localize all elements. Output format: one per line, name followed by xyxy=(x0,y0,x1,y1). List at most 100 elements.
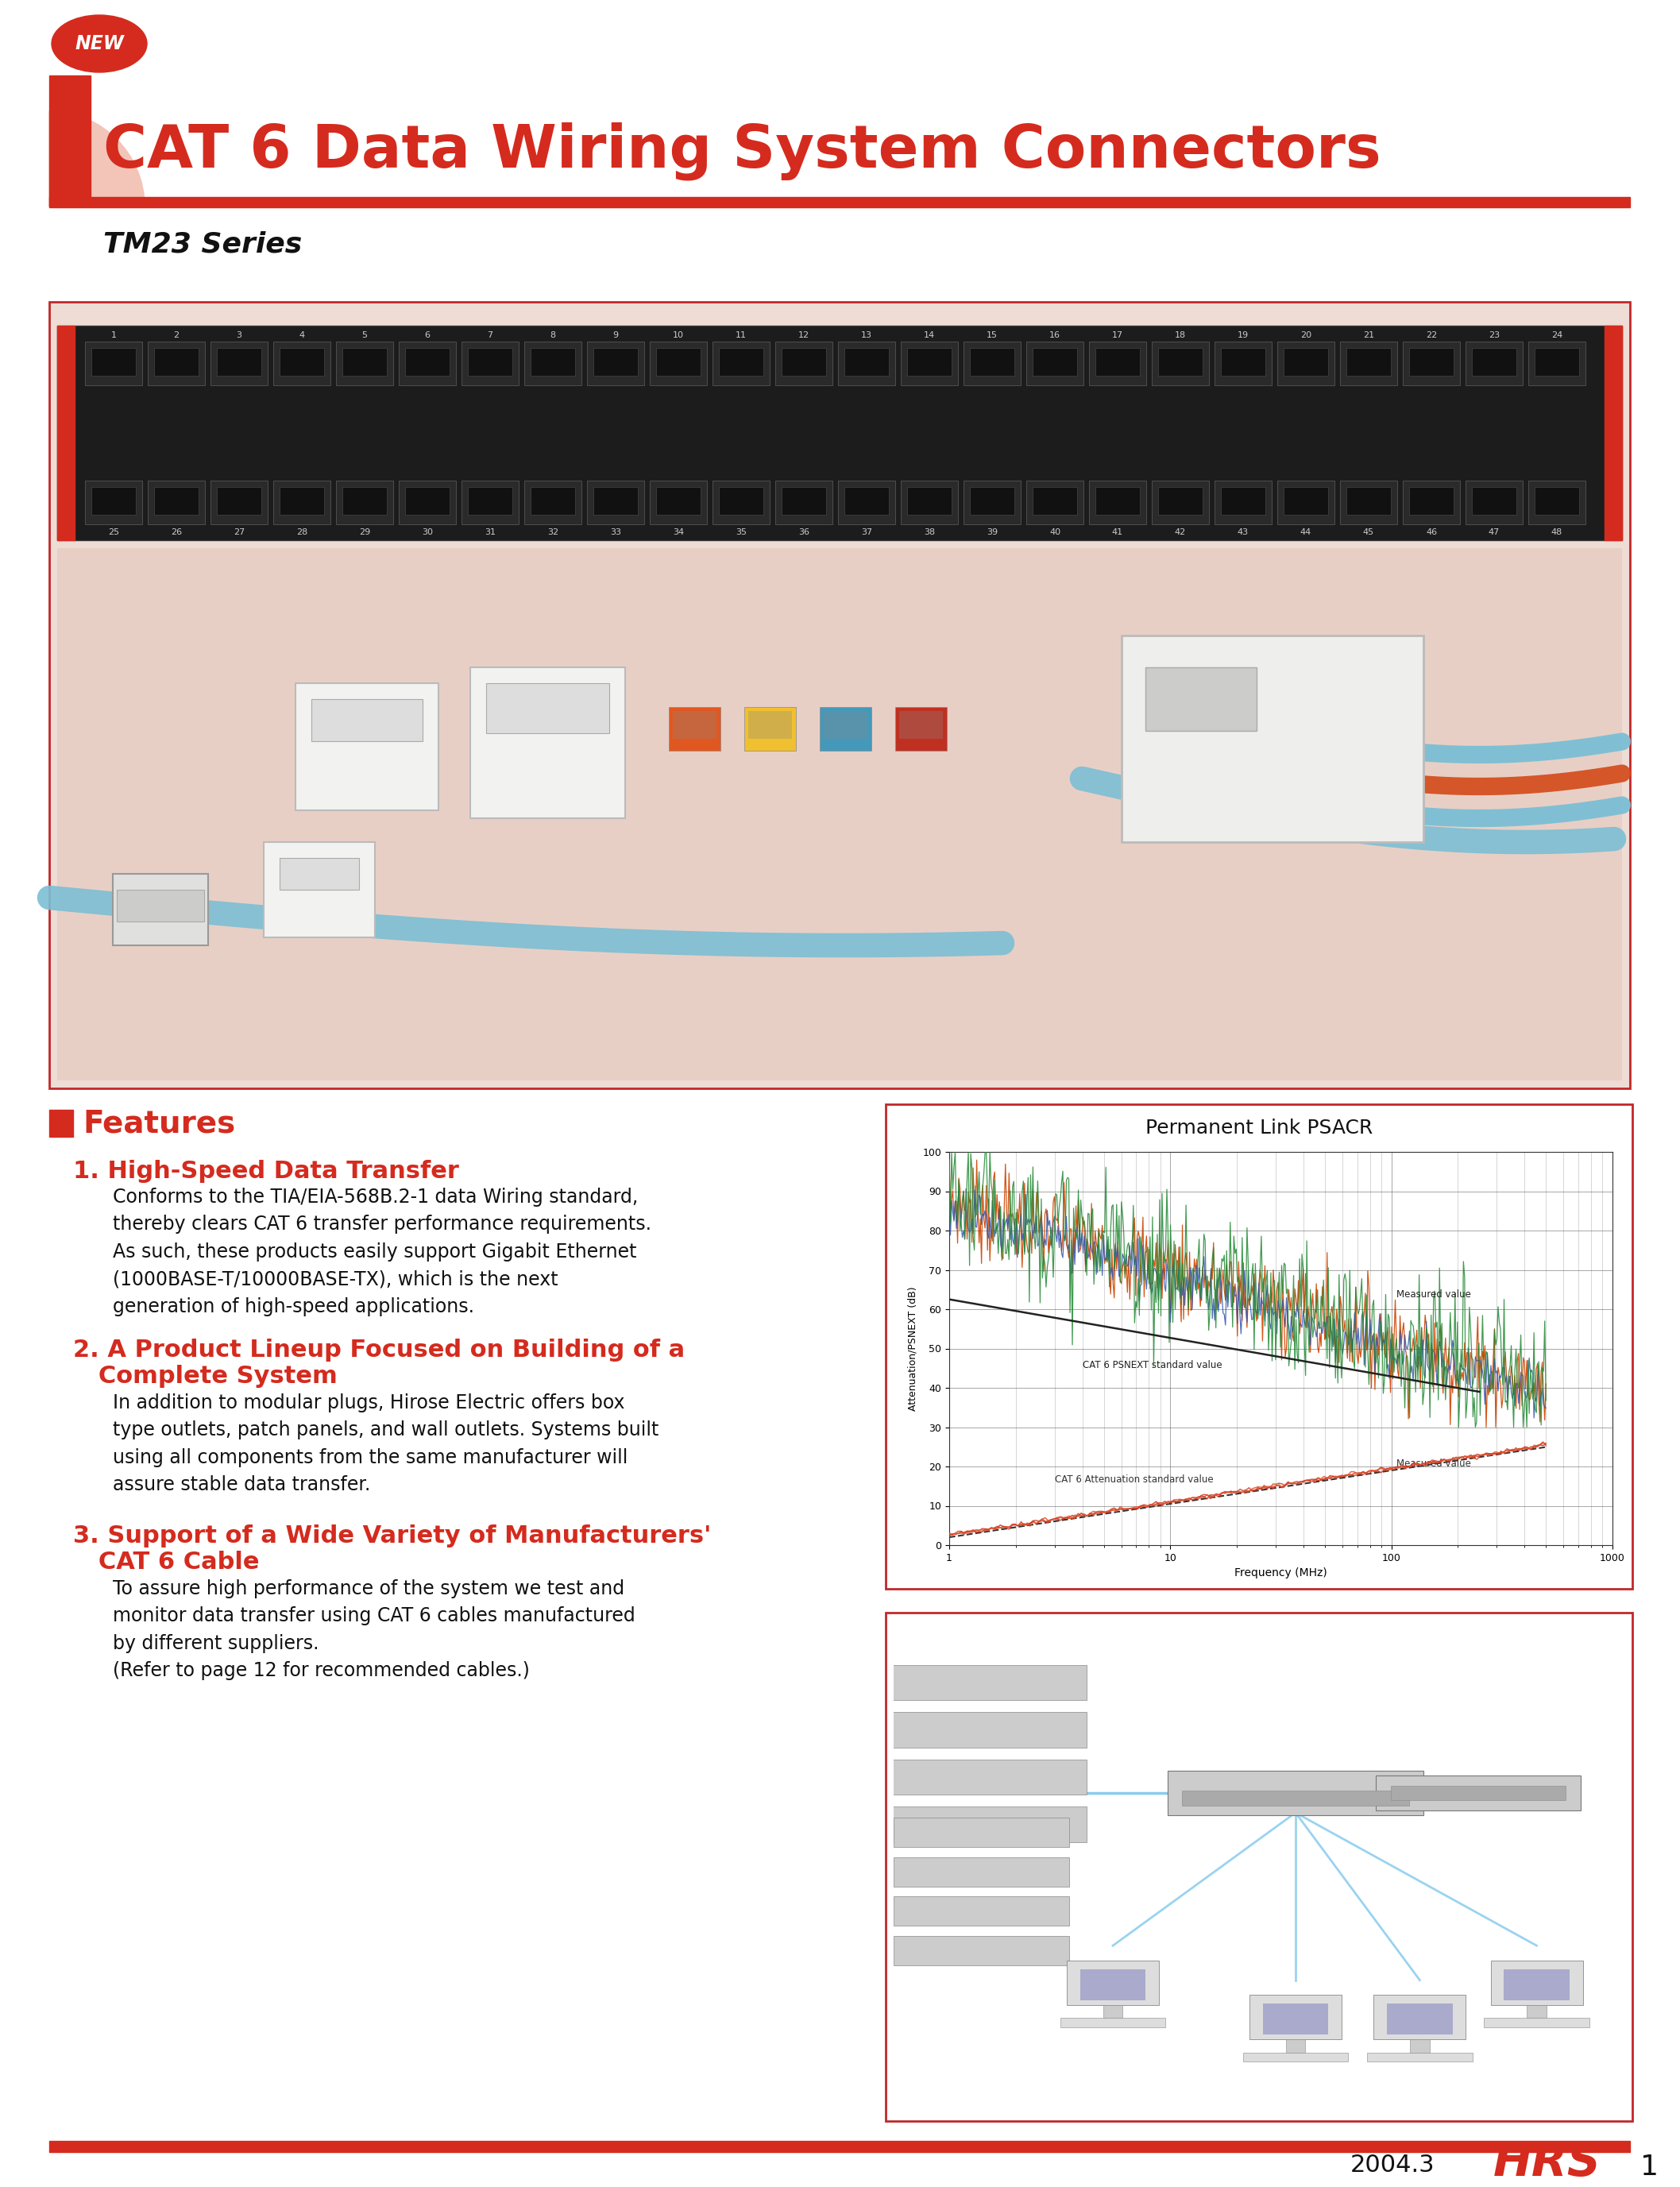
Bar xyxy=(1277,481,1334,525)
Text: 33: 33 xyxy=(610,529,622,536)
Bar xyxy=(781,488,827,514)
Bar xyxy=(657,348,701,376)
Bar xyxy=(964,341,1021,385)
Bar xyxy=(1534,488,1579,514)
Text: 43: 43 xyxy=(1238,529,1248,536)
Bar xyxy=(900,481,958,525)
Bar xyxy=(1368,2054,1472,2062)
Bar xyxy=(1388,2003,1453,2034)
Bar xyxy=(336,481,393,525)
Text: 44: 44 xyxy=(1300,529,1312,536)
Text: 1: 1 xyxy=(1640,2154,1658,2180)
Bar xyxy=(744,706,796,750)
Text: 5: 5 xyxy=(361,330,368,339)
Bar xyxy=(1284,348,1329,376)
Bar xyxy=(217,488,262,514)
Bar xyxy=(86,481,143,525)
Text: 15: 15 xyxy=(986,330,998,339)
Text: 38: 38 xyxy=(924,529,936,536)
Text: Complete System: Complete System xyxy=(72,1365,338,1389)
Bar xyxy=(49,77,91,206)
Bar xyxy=(1158,488,1203,514)
Bar xyxy=(1376,1776,1581,1811)
Bar xyxy=(57,549,1621,1080)
Text: NEW: NEW xyxy=(74,35,124,52)
Bar xyxy=(148,481,205,525)
Bar xyxy=(1215,481,1272,525)
Bar xyxy=(1067,1960,1159,2005)
Text: 9: 9 xyxy=(613,330,618,339)
Bar xyxy=(1341,481,1398,525)
Bar xyxy=(1095,348,1139,376)
Text: 18: 18 xyxy=(1174,330,1186,339)
Bar xyxy=(1146,667,1257,730)
Bar xyxy=(900,341,958,385)
Bar xyxy=(1285,2038,1305,2054)
Bar xyxy=(1026,341,1084,385)
Text: 30: 30 xyxy=(422,529,433,536)
Text: TM23 Series: TM23 Series xyxy=(102,230,302,258)
Bar xyxy=(899,711,942,739)
Bar xyxy=(1122,636,1423,842)
Bar xyxy=(57,326,74,540)
Bar xyxy=(657,488,701,514)
Bar xyxy=(1152,481,1210,525)
Text: 36: 36 xyxy=(798,529,810,536)
Bar xyxy=(1465,481,1522,525)
Text: CAT 6 Data Wiring System Connectors: CAT 6 Data Wiring System Connectors xyxy=(102,122,1381,179)
Bar xyxy=(845,488,889,514)
Text: 23: 23 xyxy=(1488,330,1500,339)
Bar xyxy=(1095,488,1139,514)
Bar xyxy=(405,488,450,514)
Bar xyxy=(398,341,455,385)
Bar xyxy=(1403,341,1460,385)
Bar xyxy=(1504,1968,1569,2001)
Text: 41: 41 xyxy=(1112,529,1124,536)
Text: 28: 28 xyxy=(296,529,307,536)
Text: 20: 20 xyxy=(1300,330,1312,339)
Bar xyxy=(1168,1771,1423,1815)
Bar xyxy=(1403,481,1460,525)
Bar xyxy=(895,706,948,750)
Text: To assure high performance of the system we test and
monitor data transfer using: To assure high performance of the system… xyxy=(113,1579,635,1680)
Text: HRS: HRS xyxy=(1494,2139,1601,2185)
Text: 14: 14 xyxy=(924,330,936,339)
Text: 13: 13 xyxy=(862,330,872,339)
Bar xyxy=(531,488,575,514)
Bar xyxy=(91,488,136,514)
Bar xyxy=(1490,1960,1583,2005)
Bar xyxy=(593,488,638,514)
Bar xyxy=(49,197,1630,208)
Bar xyxy=(875,1664,1087,1699)
X-axis label: Frequency (MHz): Frequency (MHz) xyxy=(1235,1568,1327,1579)
Bar xyxy=(1026,481,1084,525)
Text: Permanent Link PSACR: Permanent Link PSACR xyxy=(1146,1118,1373,1137)
Bar xyxy=(264,842,375,938)
Bar xyxy=(1089,481,1146,525)
Text: 6: 6 xyxy=(425,330,430,339)
Bar xyxy=(1152,341,1210,385)
Bar xyxy=(894,1935,1068,1966)
Bar xyxy=(1060,2019,1166,2027)
Bar xyxy=(1483,2019,1589,2027)
Text: 26: 26 xyxy=(171,529,181,536)
Bar xyxy=(1410,348,1453,376)
Bar xyxy=(586,341,643,385)
Bar xyxy=(885,1104,1633,1588)
Bar xyxy=(964,481,1021,525)
Text: 46: 46 xyxy=(1426,529,1436,536)
Bar xyxy=(1529,341,1586,385)
Bar xyxy=(719,488,763,514)
Bar xyxy=(1465,341,1522,385)
Ellipse shape xyxy=(52,15,146,72)
Bar xyxy=(894,1896,1068,1927)
Bar xyxy=(1604,326,1621,540)
Bar xyxy=(470,667,625,818)
Text: Conforms to the TIA/EIA-568B.2-1 data Wiring standard,
thereby clears CAT 6 tran: Conforms to the TIA/EIA-568B.2-1 data Wi… xyxy=(113,1188,652,1317)
Text: 16: 16 xyxy=(1050,330,1060,339)
Bar xyxy=(1250,1995,1342,2038)
Bar xyxy=(1033,348,1077,376)
Bar xyxy=(343,348,386,376)
Bar xyxy=(672,711,716,739)
Bar xyxy=(279,348,324,376)
